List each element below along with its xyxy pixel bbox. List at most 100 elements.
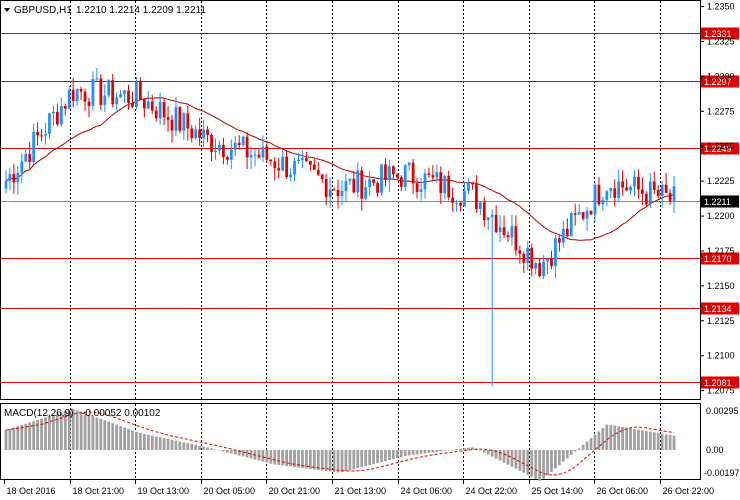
- macd-bar: [625, 427, 628, 450]
- candle-body: [20, 161, 24, 173]
- candlesticks: [4, 68, 676, 387]
- level-price-label: 1.2297: [704, 77, 732, 87]
- macd-bar: [601, 428, 605, 450]
- candle-body: [652, 181, 656, 190]
- candle-body: [352, 178, 356, 193]
- candle-body: [174, 107, 178, 131]
- candle-body: [593, 184, 597, 215]
- y-tick-label: 1.2125: [707, 316, 735, 326]
- candle-body: [486, 217, 490, 221]
- macd-indicator: [4, 408, 676, 481]
- candle-body: [301, 158, 304, 160]
- macd-bar: [447, 449, 451, 451]
- level-price-label: 1.2170: [704, 254, 732, 264]
- macd-bar: [190, 444, 194, 450]
- macd-bar: [308, 449, 312, 469]
- candle-body: [573, 213, 577, 215]
- macd-bar: [486, 449, 490, 455]
- candle-body: [447, 175, 451, 198]
- macd-axis-bottom: -0.00197: [704, 468, 740, 478]
- macd-bar: [186, 443, 190, 450]
- macd-bar: [206, 447, 209, 450]
- macd-bar: [360, 449, 364, 468]
- candle-body: [111, 80, 115, 105]
- level-price-tag: [701, 252, 739, 265]
- macd-bar: [613, 425, 617, 450]
- candle-body: [233, 142, 237, 150]
- candle-body: [52, 111, 55, 114]
- candle-body: [28, 154, 32, 162]
- macd-bar: [257, 449, 261, 461]
- macd-bar: [305, 449, 308, 469]
- candle-body: [253, 154, 257, 156]
- y-tick-label: 1.2275: [707, 106, 735, 116]
- ohlc-values: 1.2210 1.2214 1.2209 1.2211: [76, 5, 206, 16]
- candle-body: [146, 101, 150, 109]
- macd-bar: [435, 449, 439, 452]
- candle-body: [245, 136, 249, 158]
- macd-bar: [269, 449, 273, 464]
- macd-bar: [103, 420, 107, 450]
- candle-body: [119, 93, 122, 98]
- macd-bar: [24, 423, 28, 450]
- candle-body: [534, 262, 538, 269]
- macd-bar: [4, 430, 8, 450]
- macd-bar: [641, 430, 644, 450]
- candle-body: [12, 173, 16, 183]
- candle-body: [494, 214, 498, 233]
- candle-body: [431, 175, 435, 178]
- macd-bar: [348, 449, 352, 471]
- candle-body: [222, 144, 225, 158]
- macd-bar: [115, 424, 119, 450]
- candle-body: [340, 190, 344, 197]
- candle-body: [522, 253, 526, 263]
- macd-bar: [518, 449, 522, 471]
- candle-body: [241, 136, 245, 146]
- candle-body: [257, 154, 261, 158]
- triangle-down-icon[interactable]: [4, 8, 10, 12]
- candle-body: [289, 174, 292, 178]
- macd-bar: [332, 449, 336, 472]
- macd-bar: [384, 449, 387, 462]
- macd-bar: [91, 416, 95, 450]
- candle-body: [150, 101, 154, 111]
- macd-bar: [107, 421, 111, 450]
- x-tick-label: 25 Oct 14:00: [532, 486, 584, 496]
- level-price-tag: [701, 302, 739, 315]
- macd-bar: [123, 427, 126, 450]
- candle-body: [391, 166, 395, 175]
- macd-bar: [127, 428, 130, 450]
- macd-bar: [71, 408, 75, 450]
- macd-bar: [569, 449, 573, 456]
- x-tick-label: 18 Oct 21:00: [73, 486, 125, 496]
- candle-body: [24, 154, 28, 162]
- macd-bar: [28, 422, 32, 450]
- macd-bar: [609, 424, 613, 450]
- time-axis[interactable]: 18 Oct 2016 18 Oct 21:00 19 Oct 13:00 20 Oc…: [4, 480, 715, 496]
- macd-axis-top: 0.00295: [706, 406, 739, 416]
- candle-body: [660, 184, 664, 197]
- price-axis[interactable]: 1.2350 1.2325 1.2300 1.2275 1.2250 1.2225 1.22…: [700, 2, 735, 396]
- candle-body: [285, 156, 289, 178]
- macd-bar: [229, 449, 233, 454]
- candle-body: [609, 188, 613, 192]
- level-price-tag: [701, 142, 739, 155]
- macd-bar: [577, 448, 581, 450]
- candle-body: [641, 189, 644, 194]
- candle-body: [388, 166, 391, 180]
- candle-body: [273, 161, 277, 169]
- horizontal-levels[interactable]: 1.2331 1.2297 1.2249 1.2170 1.2134 1.2081 1.22…: [1, 27, 739, 389]
- candle-body: [154, 110, 158, 119]
- macd-bar: [233, 449, 237, 455]
- candle-body: [324, 179, 328, 197]
- macd-bar: [550, 449, 553, 472]
- macd-bar: [581, 444, 585, 450]
- current-price-label: 1.2211: [704, 197, 731, 207]
- candle-body: [625, 187, 628, 191]
- x-tick-label: 24 Oct 22:00: [466, 486, 518, 496]
- candle-body: [308, 160, 312, 165]
- candle-body: [589, 210, 593, 215]
- candle-body: [261, 146, 265, 158]
